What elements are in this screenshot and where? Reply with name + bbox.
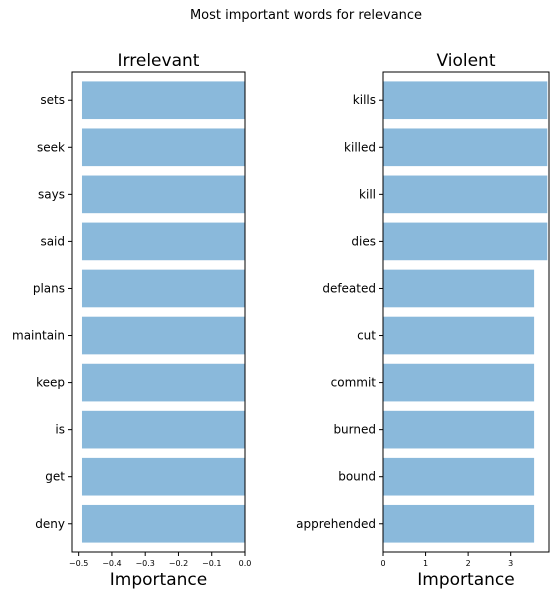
figure-title: Most important words for relevance [190, 8, 422, 23]
category-label-defeated: defeated [322, 281, 376, 295]
bar-cut [383, 316, 535, 355]
irrelevant-axes-frame [71, 71, 246, 553]
bar-dies [383, 222, 548, 261]
xtick-label: 2 [466, 559, 471, 568]
bar-maintain [81, 316, 245, 355]
xtick-label: 0.0 [239, 559, 252, 568]
category-label-plans: plans [33, 281, 65, 295]
category-label-bound: bound [338, 470, 376, 484]
xtick-label: −0.5 [69, 559, 88, 568]
bar-defeated [383, 269, 535, 308]
xtick-label: −0.3 [135, 559, 154, 568]
bar-plans [81, 269, 245, 308]
violent-xlabel: Importance [417, 570, 514, 590]
category-label-kills: kills [353, 93, 376, 107]
bar-burned [383, 410, 535, 449]
bar-kill [383, 175, 548, 214]
category-label-kill: kill [359, 187, 376, 201]
bar-said [81, 222, 245, 261]
category-label-burned: burned [333, 423, 376, 437]
category-label-seek: seek [37, 140, 65, 154]
category-label-apprehended: apprehended [296, 517, 376, 531]
irrelevant-title: Irrelevant [118, 51, 200, 71]
bar-deny [81, 504, 245, 543]
bar-commit [383, 363, 535, 402]
category-label-killed: killed [344, 140, 376, 154]
category-label-maintain: maintain [12, 329, 65, 343]
category-label-keep: keep [36, 376, 65, 390]
xtick-label: −0.4 [102, 559, 121, 568]
xtick-label: 3 [508, 559, 513, 568]
irrelevant-panel: Irrelevant sets seek says said plans maintain k… [12, 51, 251, 590]
bar-killed [383, 128, 548, 167]
bar-keep [81, 363, 245, 402]
bar-sets [81, 81, 245, 120]
violent-panel: Violent kills killed kill dies defeated cut com… [296, 51, 550, 590]
irrelevant-xlabel: Importance [110, 570, 207, 590]
bar-apprehended [383, 504, 535, 543]
bar-says [81, 175, 245, 214]
bar-seek [81, 128, 245, 167]
category-label-cut: cut [357, 329, 376, 343]
bar-bound [383, 457, 535, 496]
category-label-get: get [45, 470, 65, 484]
xtick-label: 0 [380, 559, 385, 568]
category-label-says: says [38, 187, 65, 201]
category-label-sets: sets [40, 93, 65, 107]
violent-title: Violent [436, 51, 495, 71]
category-label-deny: deny [35, 517, 65, 531]
violent-axes-frame [382, 71, 550, 553]
bar-is [81, 410, 245, 449]
category-label-commit: commit [331, 376, 377, 390]
xtick-label: 1 [423, 559, 428, 568]
category-label-is: is [55, 423, 65, 437]
xtick-label: −0.1 [202, 559, 221, 568]
xtick-label: −0.2 [169, 559, 188, 568]
category-label-said: said [40, 234, 65, 248]
bar-kills [383, 81, 548, 120]
category-label-dies: dies [351, 234, 376, 248]
bar-get [81, 457, 245, 496]
